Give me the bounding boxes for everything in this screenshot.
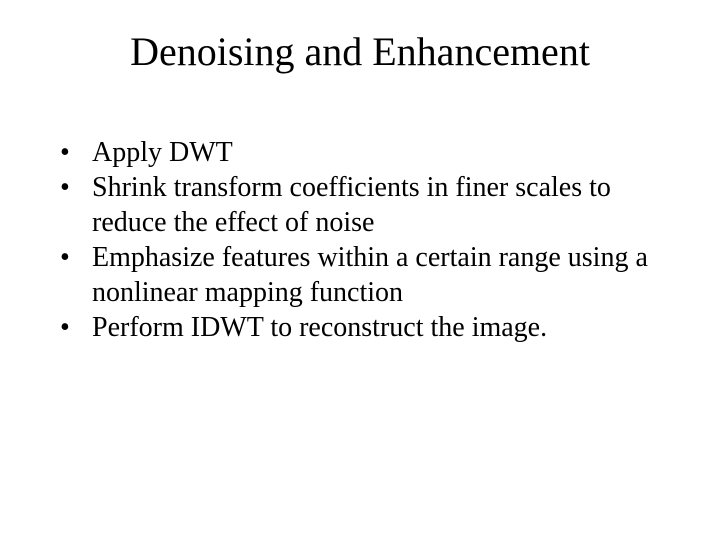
list-item: Emphasize features within a certain rang… (60, 240, 680, 310)
list-item: Shrink transform coefficients in finer s… (60, 170, 680, 240)
slide: Denoising and Enhancement Apply DWT Shri… (0, 0, 720, 540)
bullet-list: Apply DWT Shrink transform coefficients … (60, 135, 680, 345)
list-item: Perform IDWT to reconstruct the image. (60, 310, 680, 345)
list-item: Apply DWT (60, 135, 680, 170)
slide-title: Denoising and Enhancement (40, 28, 680, 75)
